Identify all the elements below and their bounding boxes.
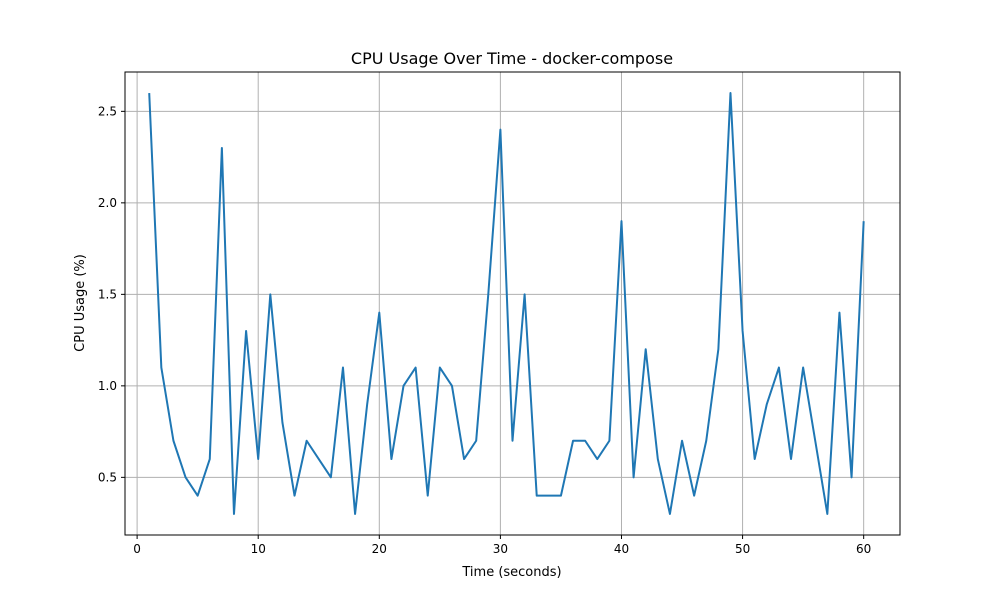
data-point: [620, 220, 622, 222]
data-point: [524, 293, 526, 295]
chart-title: CPU Usage Over Time - docker-compose: [351, 49, 673, 68]
data-point: [257, 458, 259, 460]
data-point: [487, 293, 489, 295]
data-point: [729, 92, 731, 94]
data-point: [451, 385, 453, 387]
data-point: [233, 513, 235, 515]
data-point: [596, 458, 598, 460]
data-point: [608, 440, 610, 442]
data-point: [160, 367, 162, 369]
data-point: [512, 440, 514, 442]
data-point: [475, 440, 477, 442]
y-tick-label: 1.0: [98, 379, 117, 393]
data-point: [548, 495, 550, 497]
data-point: [863, 220, 865, 222]
data-point: [681, 440, 683, 442]
x-tick-label: 60: [856, 542, 871, 556]
data-point: [148, 92, 150, 94]
data-point: [826, 513, 828, 515]
x-tick-label: 50: [735, 542, 750, 556]
y-tick-label: 2.5: [98, 104, 117, 118]
data-point: [705, 440, 707, 442]
data-point: [390, 458, 392, 460]
series-layer: [148, 92, 865, 515]
x-tick-label: 20: [372, 542, 387, 556]
data-point: [403, 385, 405, 387]
x-tick-label: 10: [251, 542, 266, 556]
data-point: [306, 440, 308, 442]
y-axis-label: CPU Usage (%): [73, 254, 88, 352]
data-point: [415, 367, 417, 369]
data-point: [439, 367, 441, 369]
data-point: [185, 476, 187, 478]
data-point: [366, 403, 368, 405]
x-tick-label: 0: [133, 542, 141, 556]
data-point: [669, 513, 671, 515]
data-point: [693, 495, 695, 497]
data-point: [838, 312, 840, 314]
x-axis-label: Time (seconds): [461, 565, 561, 580]
data-point: [209, 458, 211, 460]
data-point: [633, 476, 635, 478]
data-point: [172, 440, 174, 442]
data-point: [657, 458, 659, 460]
data-point: [851, 476, 853, 478]
data-point: [754, 458, 756, 460]
x-tick-label: 30: [493, 542, 508, 556]
y-tick-label: 1.5: [98, 287, 117, 301]
data-point: [330, 476, 332, 478]
data-point: [536, 495, 538, 497]
data-point: [717, 348, 719, 350]
grid: [125, 72, 900, 535]
data-point: [572, 440, 574, 442]
data-point: [281, 421, 283, 423]
data-point: [645, 348, 647, 350]
data-point: [766, 403, 768, 405]
plot-area-frame: [124, 71, 901, 536]
data-point: [318, 458, 320, 460]
data-point: [378, 312, 380, 314]
data-point: [197, 495, 199, 497]
y-tick-label: 2.0: [98, 196, 117, 210]
data-point: [742, 330, 744, 332]
data-point: [802, 367, 804, 369]
y-tick-label: 0.5: [98, 470, 117, 484]
data-point: [294, 495, 296, 497]
series-line: [148, 92, 865, 515]
data-point: [778, 367, 780, 369]
data-point: [790, 458, 792, 460]
data-point: [342, 367, 344, 369]
axis-ticks: 0 10 20 30 40 50 60 0.5 1.0 1.5 2.0 2.5: [98, 104, 871, 556]
data-point: [814, 440, 816, 442]
data-point: [221, 147, 223, 149]
x-tick-label: 40: [614, 542, 629, 556]
data-point: [245, 330, 247, 332]
data-point: [560, 495, 562, 497]
data-point: [499, 129, 501, 131]
data-point: [584, 440, 586, 442]
data-point: [354, 513, 356, 515]
data-point: [427, 495, 429, 497]
data-point: [269, 293, 271, 295]
data-point: [463, 458, 465, 460]
